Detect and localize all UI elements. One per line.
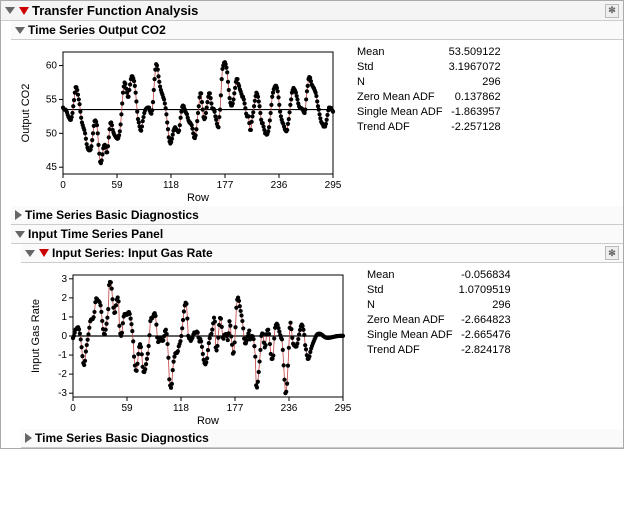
svg-text:Input Gas Rate: Input Gas Rate xyxy=(30,299,42,373)
svg-text:-3: -3 xyxy=(58,388,67,399)
svg-text:295: 295 xyxy=(325,180,342,191)
gear-icon[interactable]: ✻ xyxy=(605,246,619,260)
svg-text:45: 45 xyxy=(46,162,58,173)
main-title: Transfer Function Analysis xyxy=(32,3,198,18)
svg-text:118: 118 xyxy=(163,180,179,191)
stat-value: -2.824178 xyxy=(459,344,515,357)
svg-text:3: 3 xyxy=(61,274,67,285)
stat-value: -1.863957 xyxy=(449,106,505,119)
svg-text:236: 236 xyxy=(281,403,298,414)
svg-text:236: 236 xyxy=(271,180,288,191)
stat-value: 296 xyxy=(449,76,505,89)
disclosure-icon[interactable] xyxy=(5,7,15,14)
input-panel-title: Input Time Series Panel xyxy=(28,227,163,241)
svg-text:Output CO2: Output CO2 xyxy=(20,84,32,143)
stat-value: 1.0709519 xyxy=(459,284,515,297)
diag2-title: Time Series Basic Diagnostics xyxy=(35,431,209,445)
input-chart: -3 -2 -1 0 1 2 3 0 59 118 177 236 295 Row Input Gas Ra… xyxy=(25,267,355,427)
svg-text:Row: Row xyxy=(197,415,219,427)
stat-value: -2.257128 xyxy=(449,121,505,134)
diag1-title: Time Series Basic Diagnostics xyxy=(25,208,199,222)
output-body: 45 50 55 60 0 59 118 177 236 295 Row Output CO2 Mea… xyxy=(1,40,623,206)
stat-label: N xyxy=(357,76,447,89)
stat-label: Std xyxy=(357,61,447,74)
disclosure-icon[interactable] xyxy=(25,433,32,443)
stat-label: Mean xyxy=(357,46,447,59)
stat-label: Single Mean ADF xyxy=(357,106,447,119)
output-chart: 45 50 55 60 0 59 118 177 236 295 Row Output CO2 xyxy=(15,44,345,204)
stat-value: -2.665476 xyxy=(459,329,515,342)
disclosure-icon[interactable] xyxy=(15,210,22,220)
output-stats: Mean53.509122 Std3.1967072 N296 Zero Mea… xyxy=(355,44,507,136)
svg-text:-2: -2 xyxy=(58,369,67,380)
input-panel-header: Input Time Series Panel xyxy=(11,225,623,244)
stat-label: Mean xyxy=(367,269,457,282)
svg-text:295: 295 xyxy=(335,403,352,414)
stat-label: Std xyxy=(367,284,457,297)
stat-value: 53.509122 xyxy=(449,46,505,59)
stat-label: N xyxy=(367,299,457,312)
svg-text:55: 55 xyxy=(46,94,58,105)
diag2-header: Time Series Basic Diagnostics xyxy=(21,429,623,448)
menu-icon[interactable] xyxy=(19,7,29,15)
disclosure-icon[interactable] xyxy=(15,231,25,238)
disclosure-icon[interactable] xyxy=(15,27,25,34)
input-series-header: Input Series: Input Gas Rate ✻ xyxy=(21,244,623,263)
svg-text:-1: -1 xyxy=(58,350,67,361)
svg-text:59: 59 xyxy=(111,180,123,191)
svg-text:59: 59 xyxy=(121,403,133,414)
disclosure-icon[interactable] xyxy=(25,250,35,257)
stat-value: -0.056834 xyxy=(459,269,515,282)
stat-value: 0.137862 xyxy=(449,91,505,104)
svg-text:0: 0 xyxy=(61,331,67,342)
svg-text:118: 118 xyxy=(173,403,189,414)
stat-value: -2.664823 xyxy=(459,314,515,327)
svg-text:50: 50 xyxy=(46,128,58,139)
stat-label: Zero Mean ADF xyxy=(367,314,457,327)
stat-label: Trend ADF xyxy=(357,121,447,134)
stat-value: 3.1967072 xyxy=(449,61,505,74)
stat-label: Trend ADF xyxy=(367,344,457,357)
output-title: Time Series Output CO2 xyxy=(28,23,166,37)
svg-text:177: 177 xyxy=(227,403,244,414)
output-header: Time Series Output CO2 xyxy=(11,21,623,40)
input-body: -3 -2 -1 0 1 2 3 0 59 118 177 236 295 Row Input Gas Ra… xyxy=(11,263,623,429)
stat-label: Single Mean ADF xyxy=(367,329,457,342)
svg-text:2: 2 xyxy=(61,293,67,304)
stat-label: Zero Mean ADF xyxy=(357,91,447,104)
svg-text:177: 177 xyxy=(217,180,234,191)
input-series-title: Input Series: Input Gas Rate xyxy=(52,246,213,260)
stat-value: 296 xyxy=(459,299,515,312)
main-header: Transfer Function Analysis ✻ xyxy=(1,1,623,21)
gear-icon[interactable]: ✻ xyxy=(605,4,619,18)
svg-text:0: 0 xyxy=(60,180,66,191)
menu-icon[interactable] xyxy=(39,249,49,257)
svg-text:Row: Row xyxy=(187,192,209,204)
svg-text:60: 60 xyxy=(46,61,58,72)
diag1-header: Time Series Basic Diagnostics xyxy=(11,206,623,225)
svg-text:0: 0 xyxy=(70,403,76,414)
input-stats: Mean-0.056834 Std1.0709519 N296 Zero Mea… xyxy=(365,267,517,359)
transfer-function-panel: Transfer Function Analysis ✻ Time Series… xyxy=(0,0,624,449)
svg-text:1: 1 xyxy=(61,312,67,323)
